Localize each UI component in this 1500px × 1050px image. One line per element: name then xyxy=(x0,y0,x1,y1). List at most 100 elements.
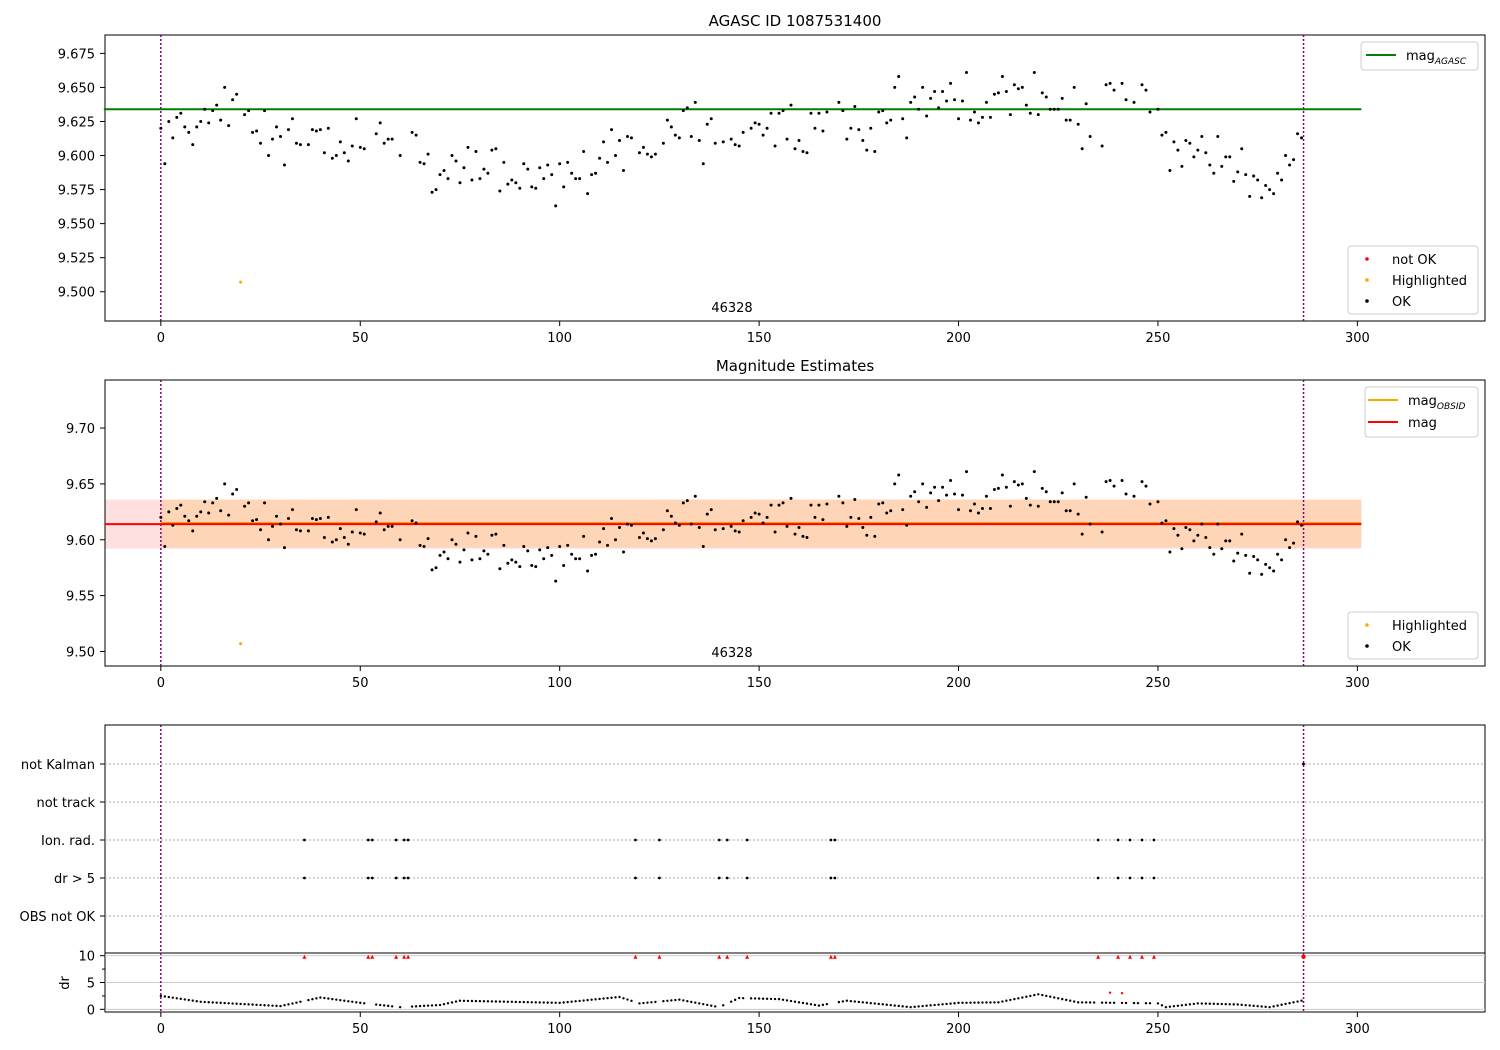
dr-point xyxy=(1160,1004,1164,1007)
data-point-ok xyxy=(988,506,992,510)
dr-point-high xyxy=(402,954,407,959)
data-point-ok xyxy=(781,501,785,505)
data-point-ok xyxy=(306,529,310,533)
data-point-ok xyxy=(203,500,207,504)
data-point-ok xyxy=(1228,155,1232,159)
data-point-ok xyxy=(506,182,510,186)
flag-point xyxy=(745,876,749,880)
data-point-ok xyxy=(1196,533,1200,537)
dr-point xyxy=(514,1000,518,1004)
data-point-ok xyxy=(159,515,163,519)
dr-point xyxy=(1080,1001,1084,1004)
data-point-ok xyxy=(286,128,290,132)
data-point-ok xyxy=(813,126,817,130)
data-point-ok xyxy=(1196,148,1200,152)
data-point-ok xyxy=(446,557,450,561)
dr-point-high xyxy=(657,954,662,959)
data-point-ok xyxy=(350,144,354,148)
data-point-ok xyxy=(1208,546,1212,550)
dr-point xyxy=(1148,1002,1152,1005)
dr-point xyxy=(961,1001,964,1005)
data-point-ok xyxy=(841,109,845,113)
flag-point xyxy=(829,838,833,842)
data-point-ok xyxy=(546,546,550,550)
data-point-ok xyxy=(243,113,247,117)
data-point-ok xyxy=(518,565,522,569)
data-point-ok xyxy=(1012,83,1016,87)
data-point-ok xyxy=(518,186,522,190)
dr-point xyxy=(877,1002,880,1006)
legend-marker xyxy=(1365,644,1369,648)
dr-point xyxy=(502,1000,506,1003)
data-point-ok xyxy=(737,144,741,148)
data-point-ok xyxy=(984,494,988,498)
dr-point xyxy=(171,996,175,999)
dr-point xyxy=(893,1004,896,1007)
data-point-ok xyxy=(953,98,957,102)
data-point-ok xyxy=(785,524,789,528)
data-point-ok xyxy=(458,560,462,564)
data-point-ok xyxy=(322,536,326,540)
dr-point-high xyxy=(370,954,375,959)
data-point-ok xyxy=(498,189,502,193)
dr-point xyxy=(917,1005,920,1008)
legend-marker xyxy=(1365,299,1369,303)
dr-point-high xyxy=(1151,954,1156,959)
data-point-ok xyxy=(909,100,913,104)
dr-point xyxy=(857,1000,861,1004)
dr-point xyxy=(247,1003,250,1006)
data-point-ok xyxy=(1088,134,1092,138)
dr-point xyxy=(319,996,322,999)
dr-axis-label: dr xyxy=(58,976,73,990)
dr-point xyxy=(255,1003,258,1007)
dr-point xyxy=(295,1001,298,1004)
data-point-ok xyxy=(382,141,386,145)
data-point-ok xyxy=(227,513,231,517)
data-point-ok xyxy=(223,482,227,486)
data-point-highlighted xyxy=(239,280,243,284)
y-tick-label: 9.675 xyxy=(58,47,95,62)
x-tick-label: 150 xyxy=(747,1022,772,1037)
data-point-ok xyxy=(1008,113,1012,117)
flag-point xyxy=(725,838,729,842)
data-point-ok xyxy=(733,529,737,533)
data-point-highlighted xyxy=(239,642,243,646)
data-point-ok xyxy=(171,523,175,527)
data-point-ok xyxy=(294,141,298,145)
flag-point xyxy=(366,838,370,842)
data-point-ok xyxy=(1124,98,1128,102)
data-point-ok xyxy=(462,548,466,552)
data-point-ok xyxy=(881,109,885,113)
data-point-ok xyxy=(1300,136,1304,140)
flag-point xyxy=(1152,838,1156,842)
x-tick-label: 200 xyxy=(946,331,971,346)
data-point-ok xyxy=(582,534,586,538)
data-point-ok xyxy=(566,543,570,547)
data-point-ok xyxy=(386,524,390,528)
data-point-ok xyxy=(1176,148,1180,152)
dr-point xyxy=(163,995,167,998)
data-point-ok xyxy=(992,92,996,96)
data-point-ok xyxy=(430,190,434,194)
dr-point xyxy=(486,1000,490,1003)
dr-point xyxy=(474,999,478,1003)
data-point-ok xyxy=(1008,504,1012,508)
dr-point xyxy=(466,999,470,1003)
data-point-ok xyxy=(338,527,342,531)
data-point-ok xyxy=(641,145,645,149)
data-point-ok xyxy=(1288,546,1292,550)
y-tick-label: 9.625 xyxy=(58,115,95,130)
data-point-ok xyxy=(913,490,917,494)
data-point-ok xyxy=(326,126,330,130)
dr-point xyxy=(1164,1005,1168,1009)
data-point-ok xyxy=(263,109,267,113)
data-point-ok xyxy=(1080,147,1084,151)
dr-point xyxy=(315,997,318,1000)
data-point-ok xyxy=(275,514,279,518)
data-point-ok xyxy=(235,487,239,491)
data-point-ok xyxy=(988,115,992,119)
flag-point xyxy=(1302,762,1305,766)
data-point-ok xyxy=(1108,479,1112,483)
data-point-ok xyxy=(215,103,219,107)
dr-point xyxy=(618,995,621,999)
